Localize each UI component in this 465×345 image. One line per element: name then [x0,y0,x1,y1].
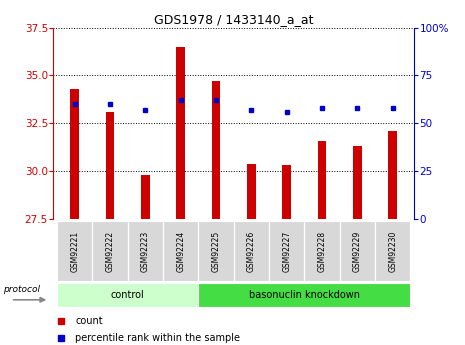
Bar [388,131,397,219]
Text: GSM92228: GSM92228 [318,230,326,272]
Bar [93,221,128,281]
Text: protocol: protocol [3,285,40,294]
Bar [128,221,163,281]
Bar [269,221,304,281]
Bar [339,221,375,281]
Bar [106,112,114,219]
Text: GSM92227: GSM92227 [282,230,291,272]
Bar [247,164,256,219]
Text: percentile rank within the sample: percentile rank within the sample [75,333,240,343]
Text: GSM92225: GSM92225 [212,230,220,272]
Text: GSM92224: GSM92224 [176,230,185,272]
Bar [304,221,339,281]
Text: count: count [75,316,103,326]
Bar [163,221,199,281]
Text: control: control [111,290,145,300]
Text: GSM92223: GSM92223 [141,230,150,272]
Bar [234,221,269,281]
Bar [176,47,185,219]
Bar [199,221,234,281]
Bar [212,81,220,219]
Bar [57,221,93,281]
Bar [57,283,199,307]
Bar [282,166,291,219]
Text: GSM92221: GSM92221 [70,230,79,272]
Bar [70,89,79,219]
Bar [141,175,150,219]
Title: GDS1978 / 1433140_a_at: GDS1978 / 1433140_a_at [154,13,313,27]
Text: GSM92230: GSM92230 [388,230,397,272]
Text: basonuclin knockdown: basonuclin knockdown [249,290,360,300]
Bar [375,221,410,281]
Text: GSM92226: GSM92226 [247,230,256,272]
Bar [353,146,362,219]
Text: GSM92222: GSM92222 [106,230,114,272]
Text: GSM92229: GSM92229 [353,230,362,272]
Bar [199,283,410,307]
Bar [318,140,326,219]
